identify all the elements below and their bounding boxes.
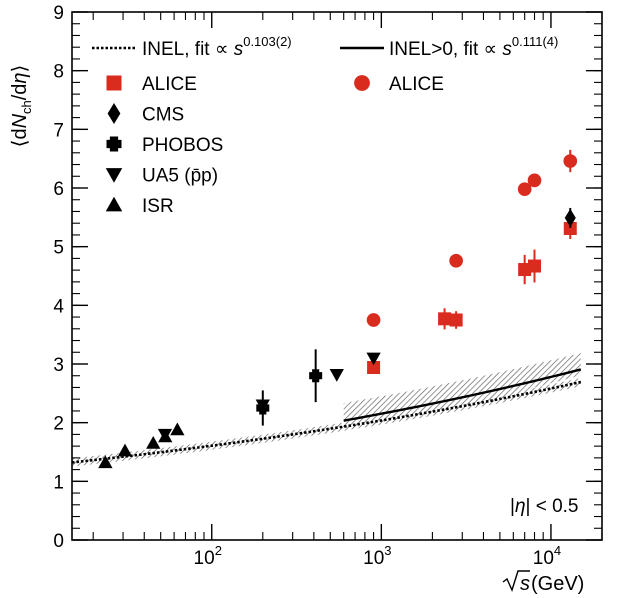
data-point [367, 361, 381, 375]
legend-marker-circle [354, 75, 370, 91]
data-point [255, 399, 270, 413]
data-point [517, 182, 532, 196]
series-isr-inel [98, 422, 185, 469]
data-point [309, 369, 323, 383]
series-alice-inel [367, 217, 577, 375]
fit-bands [72, 352, 581, 467]
data-point [449, 313, 463, 327]
legend-label: ISR [142, 196, 174, 217]
eta-cut-annotation: |η| < 0.5 [510, 496, 579, 517]
legend: INEL, fit ∝ s0.103(2) INEL>0, fit ∝ s0.1… [92, 34, 558, 217]
y-tick-label: 1 [53, 472, 64, 493]
legend-marker-diamond [107, 103, 121, 124]
data-point [438, 312, 452, 326]
data-point [117, 443, 133, 457]
data-point [449, 253, 463, 268]
x-axis-unit: (GeV) [531, 573, 584, 595]
data-point [563, 221, 577, 235]
data-point [146, 436, 161, 449]
legend-marker-triangle-up [105, 196, 123, 212]
legend-marker-cross [106, 136, 122, 152]
data-point [528, 259, 542, 273]
x-tick-label: 104 [533, 543, 561, 569]
legend-label: UA5 (p̄p) [142, 166, 218, 187]
series-cms-inel [564, 207, 576, 228]
plot-frame [71, 11, 603, 541]
legend-label: ALICE [142, 74, 197, 95]
data-points [98, 149, 578, 469]
data-point [366, 352, 381, 366]
data-point [158, 429, 173, 443]
y-axis-title: ⟨dNch/dη⟩ [9, 65, 34, 148]
y-tick-label: 2 [53, 414, 64, 435]
series-ua5-inel [157, 352, 381, 442]
fit-curve-inel-0 [343, 368, 582, 422]
data-point [563, 154, 578, 168]
data-point [98, 455, 113, 469]
y-tick-label: 7 [53, 120, 64, 141]
x-axis-radicand: s [520, 573, 530, 595]
sqrt-symbol [502, 570, 530, 592]
x-tick-label: 103 [363, 543, 391, 569]
x-tick-label: 102 [194, 543, 222, 569]
legend-label: PHOBOS [142, 135, 223, 156]
fit-curve-inel [71, 380, 582, 464]
y-tick-label: 3 [53, 355, 64, 376]
axes: 0 1 2 3 4 5 6 7 8 9 102 103 104 [53, 3, 603, 569]
data-point [564, 208, 576, 228]
legend-label: CMS [142, 105, 184, 126]
data-point [518, 263, 532, 277]
series-phobos-inel [256, 349, 323, 426]
x-axis-title: s (GeV) [502, 570, 584, 595]
fit-band-inel [72, 377, 581, 467]
y-tick-label: 4 [53, 296, 64, 317]
fit-curves [71, 368, 582, 464]
legend-inel0-title: INEL>0, fit ∝ s0.111(4) [389, 34, 558, 60]
data-point [527, 173, 542, 188]
legend-inel-title: INEL, fit ∝ s0.103(2) [142, 34, 292, 60]
legend-label: ALICE [389, 74, 444, 95]
y-tick-label: 6 [53, 179, 64, 200]
legend-marker-square [106, 75, 122, 91]
y-tick-label: 0 [53, 531, 64, 552]
legend-marker-triangle-down [105, 168, 123, 183]
y-tick-label: 8 [53, 62, 64, 83]
data-point [170, 422, 185, 436]
y-tick-label: 9 [53, 3, 64, 24]
fit-band-inel-0 [343, 352, 581, 431]
series-alice-inel-0 [366, 149, 578, 327]
data-point [329, 369, 344, 382]
y-tick-label: 5 [53, 238, 64, 259]
data-point [366, 313, 381, 327]
